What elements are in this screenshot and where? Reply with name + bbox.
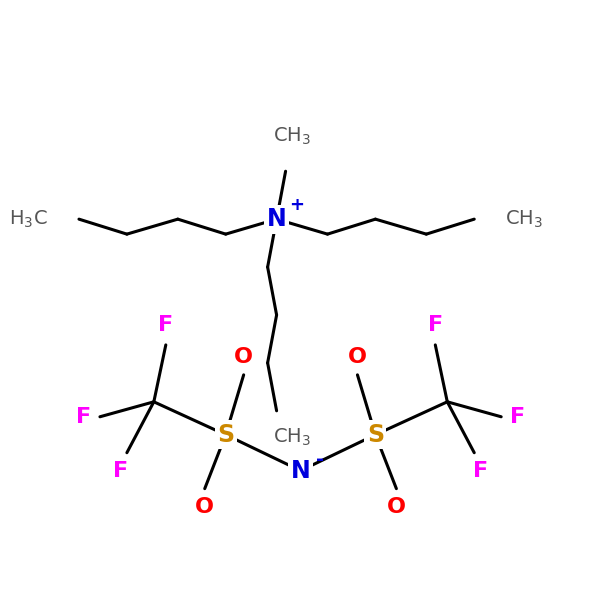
Text: F: F [113, 461, 128, 481]
Text: O: O [195, 497, 214, 517]
Text: F: F [473, 461, 488, 481]
Text: $\mathregular{CH_3}$: $\mathregular{CH_3}$ [272, 427, 311, 448]
Text: F: F [76, 407, 91, 427]
Text: O: O [387, 497, 406, 517]
Text: $\mathregular{CH_3}$: $\mathregular{CH_3}$ [505, 209, 544, 230]
Text: S: S [217, 423, 234, 447]
Text: -: - [316, 451, 325, 469]
Text: +: + [289, 196, 304, 214]
Text: F: F [158, 315, 173, 335]
Text: $\mathregular{CH_3}$: $\mathregular{CH_3}$ [272, 126, 311, 147]
Text: N: N [267, 207, 286, 231]
Text: N: N [290, 458, 310, 482]
Text: S: S [367, 423, 384, 447]
Text: F: F [428, 315, 443, 335]
Text: F: F [511, 407, 526, 427]
Text: $\mathregular{H_3C}$: $\mathregular{H_3C}$ [9, 209, 48, 230]
Text: O: O [348, 347, 367, 367]
Text: O: O [234, 347, 253, 367]
